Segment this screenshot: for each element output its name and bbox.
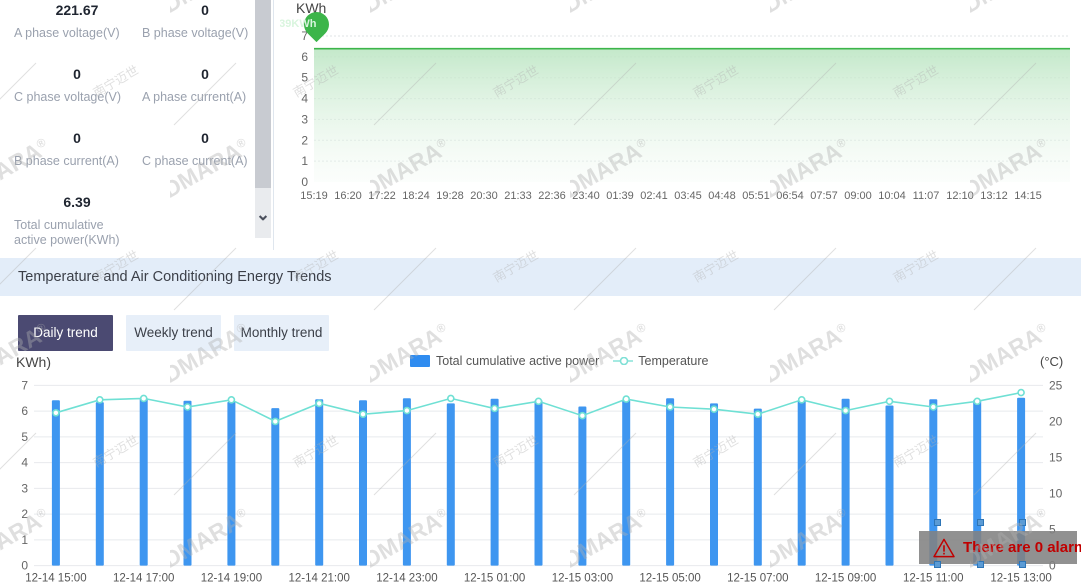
svg-text:0: 0 (301, 175, 308, 189)
svg-text:09:00: 09:00 (844, 190, 872, 202)
svg-text:07:57: 07:57 (810, 190, 838, 202)
svg-text:6: 6 (301, 50, 308, 64)
svg-text:21:33: 21:33 (504, 190, 532, 202)
svg-text:4: 4 (301, 92, 308, 106)
svg-text:02:41: 02:41 (640, 190, 668, 202)
svg-text:12-15 13:00: 12-15 13:00 (990, 573, 1051, 585)
svg-text:12-14 21:00: 12-14 21:00 (289, 573, 350, 585)
svg-text:05:51: 05:51 (742, 190, 770, 202)
svg-text:15: 15 (1049, 451, 1063, 465)
svg-text:20: 20 (1049, 414, 1063, 428)
svg-text:01:39: 01:39 (606, 190, 634, 202)
svg-text:16:20: 16:20 (334, 190, 362, 202)
svg-text:19:28: 19:28 (436, 190, 464, 202)
svg-text:12-15 07:00: 12-15 07:00 (727, 573, 788, 585)
svg-text:12-14 15:00: 12-14 15:00 (25, 573, 86, 585)
svg-text:25: 25 (1049, 378, 1063, 392)
svg-text:12-14 17:00: 12-14 17:00 (113, 573, 174, 585)
svg-text:06:54: 06:54 (776, 190, 804, 202)
svg-text:17:22: 17:22 (368, 190, 396, 202)
svg-text:3: 3 (301, 112, 308, 126)
svg-text:4: 4 (21, 456, 28, 470)
svg-text:3: 3 (21, 481, 28, 495)
svg-text:20:30: 20:30 (470, 190, 498, 202)
svg-text:04:48: 04:48 (708, 190, 736, 202)
svg-text:12-15 09:00: 12-15 09:00 (815, 573, 876, 585)
svg-text:13:12: 13:12 (980, 190, 1008, 202)
svg-text:12-14 19:00: 12-14 19:00 (201, 573, 262, 585)
svg-text:5: 5 (21, 430, 28, 444)
svg-text:11:07: 11:07 (913, 190, 940, 202)
svg-text:2: 2 (21, 507, 28, 521)
svg-text:15:19: 15:19 (300, 190, 328, 202)
svg-text:14:15: 14:15 (1014, 190, 1042, 202)
svg-text:22:36: 22:36 (538, 190, 566, 202)
svg-text:1: 1 (21, 533, 28, 547)
svg-text:03:45: 03:45 (674, 190, 702, 202)
svg-text:10: 10 (1049, 487, 1063, 501)
svg-text:10:04: 10:04 (878, 190, 906, 202)
svg-text:12-15 05:00: 12-15 05:00 (639, 573, 700, 585)
svg-text:12-15 03:00: 12-15 03:00 (552, 573, 613, 585)
svg-text:5: 5 (301, 71, 308, 85)
svg-text:2: 2 (301, 133, 308, 147)
svg-text:23:40: 23:40 (572, 190, 600, 202)
svg-text:18:24: 18:24 (402, 190, 430, 202)
svg-text:12-15 01:00: 12-15 01:00 (464, 573, 525, 585)
svg-text:6: 6 (21, 404, 28, 418)
svg-text:12-15 11:00: 12-15 11:00 (903, 573, 964, 585)
svg-text:7: 7 (21, 378, 28, 392)
svg-text:12:10: 12:10 (946, 190, 974, 202)
svg-text:12-14 23:00: 12-14 23:00 (376, 573, 437, 585)
svg-text:0: 0 (21, 559, 28, 573)
svg-text:1: 1 (301, 154, 308, 168)
